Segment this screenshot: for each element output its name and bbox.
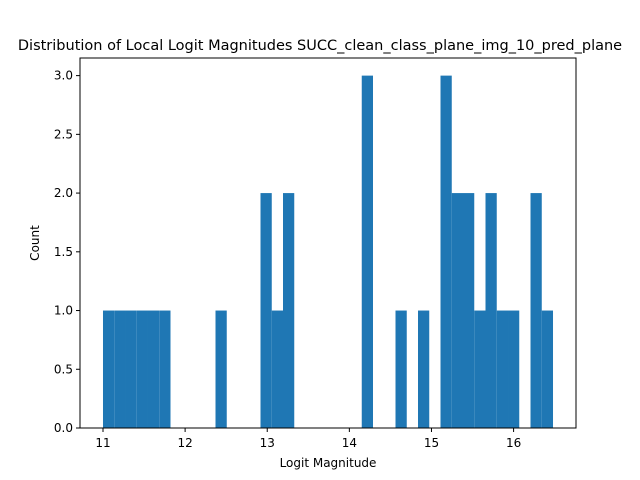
histogram-bar bbox=[395, 310, 407, 428]
y-tick-label: 0.0 bbox=[54, 421, 73, 435]
histogram-bar bbox=[102, 310, 115, 428]
x-ticks: 11 12 13 14 15 16 bbox=[95, 428, 521, 450]
histogram-bar bbox=[530, 193, 542, 428]
histogram-bar bbox=[463, 193, 475, 428]
y-tick-label: 2.0 bbox=[54, 186, 73, 200]
bars-group bbox=[102, 75, 554, 429]
histogram-bar bbox=[451, 193, 463, 428]
y-tick-label: 2.5 bbox=[54, 127, 73, 141]
x-tick-label: 13 bbox=[260, 436, 275, 450]
histogram-bar bbox=[361, 75, 373, 429]
x-tick-label: 16 bbox=[506, 436, 521, 450]
histogram-bar bbox=[159, 310, 171, 428]
histogram-bar bbox=[260, 193, 272, 428]
histogram-bar bbox=[508, 310, 520, 428]
histogram-bar bbox=[474, 310, 486, 428]
x-tick-label: 11 bbox=[95, 436, 110, 450]
histogram-bar bbox=[440, 75, 452, 429]
x-tick-label: 12 bbox=[177, 436, 192, 450]
y-tick-label: 3.0 bbox=[54, 69, 73, 83]
chart-title: Distribution of Local Logit Magnitudes S… bbox=[18, 38, 622, 54]
y-axis-label: Count bbox=[28, 225, 42, 261]
x-axis-label: Logit Magnitude bbox=[280, 456, 377, 470]
y-tick-label: 1.0 bbox=[54, 304, 73, 318]
histogram-bar bbox=[418, 310, 430, 428]
histogram-bar bbox=[136, 310, 148, 428]
histogram-bar bbox=[541, 310, 554, 428]
histogram-bar bbox=[125, 310, 137, 428]
y-tick-label: 0.5 bbox=[54, 362, 73, 376]
x-tick-label: 15 bbox=[424, 436, 439, 450]
y-tick-label: 1.5 bbox=[54, 245, 73, 259]
histogram-bar bbox=[496, 310, 508, 428]
histogram-bar bbox=[485, 193, 497, 428]
histogram-bar bbox=[271, 310, 283, 428]
y-ticks: 0.0 0.5 1.0 1.5 2.0 2.5 3.0 bbox=[54, 69, 80, 435]
histogram-bar bbox=[147, 310, 160, 428]
histogram-bar bbox=[215, 310, 227, 428]
axes-frame bbox=[79, 57, 577, 429]
histogram-bar bbox=[283, 193, 295, 428]
x-tick-label: 14 bbox=[342, 436, 357, 450]
histogram-bar bbox=[114, 310, 126, 428]
